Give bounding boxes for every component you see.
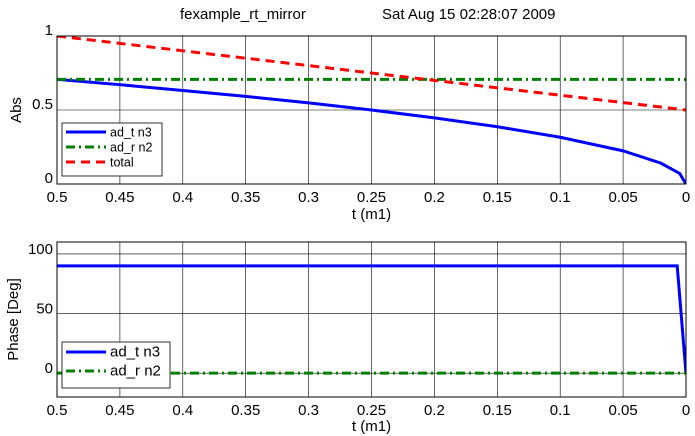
y-tick-label: 0.5 xyxy=(32,96,53,113)
y-tick-label: 0 xyxy=(45,360,53,377)
y-tick-label: 1 xyxy=(45,22,53,39)
x-tick-label: 0.1 xyxy=(550,402,571,419)
legend-label: ad_r n2 xyxy=(110,363,161,380)
x-tick-label: 0 xyxy=(682,189,690,206)
legend-box xyxy=(61,341,171,389)
x-tick-label: 0.05 xyxy=(608,402,637,419)
y-axis-label: Abs xyxy=(8,97,25,123)
y-axis-label: Phase [Deg] xyxy=(5,278,22,361)
series-line-ad-t-n3 xyxy=(57,264,686,374)
x-axis-label: t (m1) xyxy=(352,206,391,223)
x-tick-label: 0.45 xyxy=(105,402,134,419)
figure-name-label: fexample_rt_mirror xyxy=(180,6,306,23)
timestamp-label: Sat Aug 15 02:28:07 2009 xyxy=(382,6,556,23)
series-line-total xyxy=(57,36,686,112)
legend-label: ad_t n3 xyxy=(110,344,160,361)
x-tick-label: 0.1 xyxy=(550,189,571,206)
plot-abs: 0.5 0.45 0.4 0.35 0.3 0.25 0.2 0.15 0.1 0.05 0 0 0.5… xyxy=(8,22,690,223)
x-tick-label: 0.2 xyxy=(424,189,445,206)
axes-frame xyxy=(56,35,687,185)
x-tick-label: 0 xyxy=(682,402,690,419)
x-tick-label: 0.15 xyxy=(483,402,512,419)
x-tick-label: 0.25 xyxy=(357,189,386,206)
series-line-ad-t-n3 xyxy=(57,77,686,184)
x-tick-label: 0.05 xyxy=(608,189,637,206)
x-axis-label: t (m1) xyxy=(352,418,391,435)
x-tick-label: 0.45 xyxy=(105,189,134,206)
y-tick-label: 100 xyxy=(28,241,53,258)
legend: ad_t n3 ad_r n2 xyxy=(61,341,171,389)
x-tick-label: 0.25 xyxy=(357,402,386,419)
legend-label: ad_t n3 xyxy=(110,126,152,140)
legend-label: total xyxy=(110,156,134,170)
x-tick-label: 0.35 xyxy=(231,189,260,206)
x-tick-label: 0.3 xyxy=(298,189,319,206)
x-tick-label: 0.3 xyxy=(298,402,319,419)
x-tick-label: 0.15 xyxy=(483,189,512,206)
x-tick-label: 0.35 xyxy=(231,402,260,419)
axes-frame xyxy=(56,241,687,398)
legend-label: ad_r n2 xyxy=(110,141,152,155)
y-tick-label: 0 xyxy=(45,170,53,187)
x-tick-label: 0.5 xyxy=(47,189,68,206)
x-tick-label: 0.4 xyxy=(172,189,193,206)
y-tick-label: 50 xyxy=(36,301,53,318)
x-tick-label: 0.4 xyxy=(172,402,193,419)
x-tick-label: 0.2 xyxy=(424,402,445,419)
x-tick-label: 0.5 xyxy=(47,402,68,419)
plot-phase: 0.5 0.45 0.4 0.35 0.3 0.25 0.2 0.15 0.1 0.05 0 0 50 1… xyxy=(5,241,690,435)
